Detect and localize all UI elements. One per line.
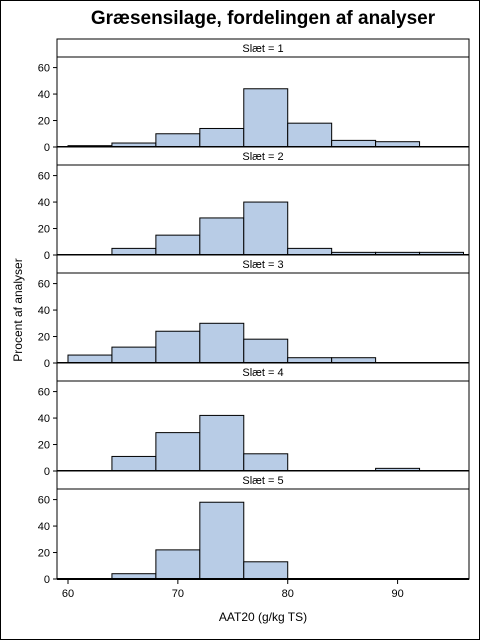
x-axis-label: AAT20 (g/kg TS): [218, 610, 308, 624]
y-tick-label: 0: [44, 250, 50, 262]
y-tick-label: 0: [44, 466, 50, 478]
y-tick-label: 0: [44, 574, 50, 586]
y-tick-label: 0: [44, 358, 50, 370]
panel-label: Slæt = 5: [242, 475, 283, 487]
y-tick-label: 60: [38, 495, 50, 507]
panel-label: Slæt = 1: [242, 43, 283, 55]
histogram-bar: [155, 234, 201, 256]
y-tick-label: 20: [38, 440, 50, 452]
y-tick-label: 0: [44, 142, 50, 154]
y-tick-label: 20: [38, 116, 50, 128]
histogram-bar: [199, 127, 245, 148]
x-tick-label: 80: [282, 588, 294, 600]
y-tick-label: 40: [38, 89, 50, 101]
histogram-bar: [243, 88, 289, 148]
histogram-bar: [111, 346, 157, 364]
y-tick-label: 20: [38, 224, 50, 236]
histogram-bar: [243, 338, 289, 364]
x-tick-label: 90: [391, 588, 403, 600]
panel-3: Slæt = 3 0 20 40 60: [38, 254, 470, 370]
x-tick-label: 70: [172, 588, 184, 600]
histogram-bar: [287, 122, 333, 148]
y-tick-label: 60: [38, 63, 50, 75]
panel-label: Slæt = 3: [242, 259, 283, 271]
y-tick-label: 40: [38, 413, 50, 425]
panel-label: Slæt = 2: [242, 151, 283, 163]
histogram-bar: [67, 354, 113, 364]
panel-5: Slæt = 5 0 20 40 60: [38, 470, 470, 586]
x-tick-label: 60: [62, 588, 74, 600]
y-tick-label: 40: [38, 305, 50, 317]
histogram-bar: [199, 501, 245, 580]
histogram-bar: [243, 453, 289, 472]
histogram-bar: [199, 217, 245, 256]
histogram-bar: [243, 561, 289, 580]
histogram-bar: [155, 133, 201, 148]
panel-1: Slæt = 1 0 20 40 60: [38, 38, 470, 154]
y-tick-label: 40: [38, 197, 50, 209]
y-tick-label: 40: [38, 521, 50, 533]
histogram-bar: [155, 432, 201, 472]
y-tick-label: 60: [38, 171, 50, 183]
histogram-bar: [155, 330, 201, 364]
histogram-bar: [111, 455, 157, 472]
y-tick-label: 60: [38, 387, 50, 399]
histogram-bar: [155, 549, 201, 580]
y-tick-label: 20: [38, 548, 50, 560]
histogram-bar: [199, 414, 245, 472]
histogram-bar: [243, 201, 289, 256]
panel-4: Slæt = 4 0 20 40 60: [38, 362, 470, 478]
y-tick-label: 60: [38, 279, 50, 291]
panel-label: Slæt = 4: [242, 367, 283, 379]
chart-title: Græsensilage, fordelingen af analyser: [90, 8, 436, 29]
y-tick-label: 20: [38, 332, 50, 344]
histogram-bar: [199, 322, 245, 364]
panel-2: Slæt = 2 0 20 40 60: [38, 146, 470, 262]
